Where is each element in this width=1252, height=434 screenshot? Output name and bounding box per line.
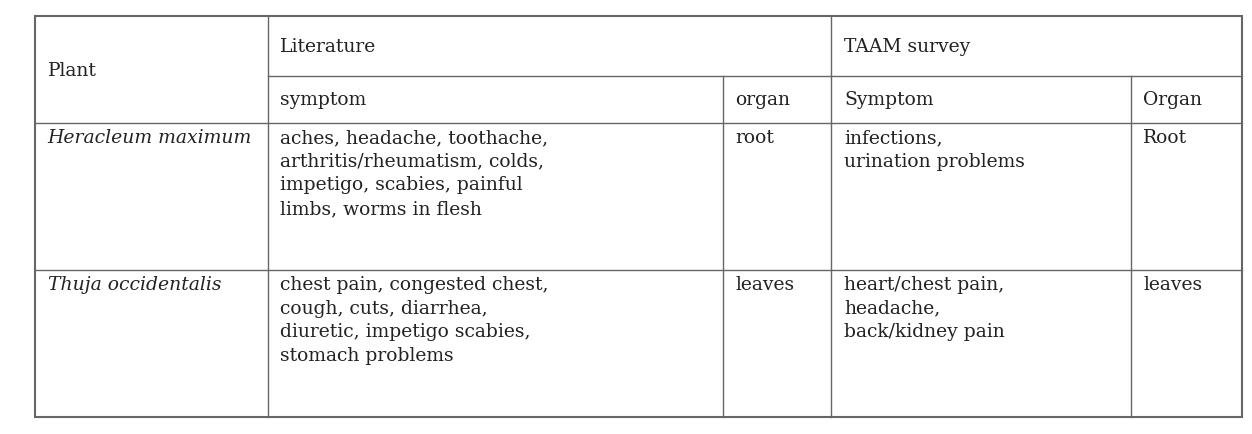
Text: Organ: Organ [1143,91,1202,109]
Text: symptom: symptom [280,91,367,109]
Text: Root: Root [1143,129,1187,147]
Text: organ: organ [735,91,790,109]
Text: heart/chest pain,
headache,
back/kidney pain: heart/chest pain, headache, back/kidney … [844,275,1004,340]
Text: Symptom: Symptom [844,91,934,109]
Text: Heracleum maximum: Heracleum maximum [48,129,252,147]
Text: Thuja occidentalis: Thuja occidentalis [48,275,222,293]
Text: Literature: Literature [280,38,377,56]
Text: chest pain, congested chest,
cough, cuts, diarrhea,
diuretic, impetigo scabies,
: chest pain, congested chest, cough, cuts… [280,275,548,364]
Text: leaves: leaves [735,275,794,293]
Text: infections,
urination problems: infections, urination problems [844,129,1025,170]
Text: leaves: leaves [1143,275,1202,293]
Text: root: root [735,129,774,147]
Text: TAAM survey: TAAM survey [844,38,970,56]
Text: Plant: Plant [48,62,96,79]
Text: aches, headache, toothache,
arthritis/rheumatism, colds,
impetigo, scabies, pain: aches, headache, toothache, arthritis/rh… [280,129,548,217]
